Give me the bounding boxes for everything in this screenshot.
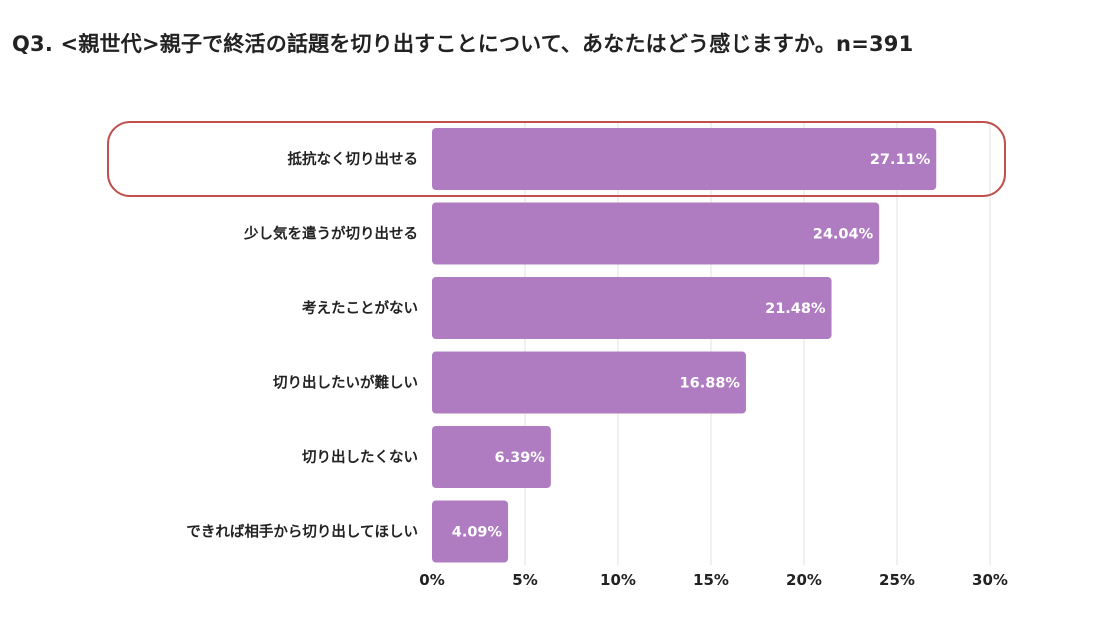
data-label: 6.39% [495,450,546,466]
data-label: 27.11% [870,152,931,168]
data-label: 21.48% [765,301,826,317]
category-label: できれば相手から切り出してほしい [186,523,418,541]
data-label: 4.09% [452,525,503,541]
highlight-outline [107,121,1006,197]
chart-title: Q3. <親世代>親子で終活の話題を切り出すことについて、あなたはどう感じますか… [12,32,914,56]
x-tick-label: 15% [693,571,729,589]
category-label: 切り出したいが難しい [273,374,418,392]
data-label: 16.88% [680,376,741,392]
x-tick-label: 5% [512,571,537,589]
bar [432,277,832,339]
x-tick-label: 25% [879,571,915,589]
data-label: 24.04% [813,227,874,243]
x-tick-label: 10% [600,571,636,589]
bar [432,351,746,414]
bar [432,202,880,265]
bar [432,500,509,563]
x-tick-label: 20% [786,571,822,589]
category-label: 考えたことがない [302,299,418,317]
category-label: 切り出したくない [302,448,418,466]
x-tick-label: 0% [419,571,444,589]
category-label: 少し気を遣うが切り出せる [243,225,418,243]
category-label: 抵抗なく切り出せる [288,150,419,168]
bar [432,128,937,190]
bar [432,426,551,488]
x-tick-label: 30% [972,571,1008,589]
